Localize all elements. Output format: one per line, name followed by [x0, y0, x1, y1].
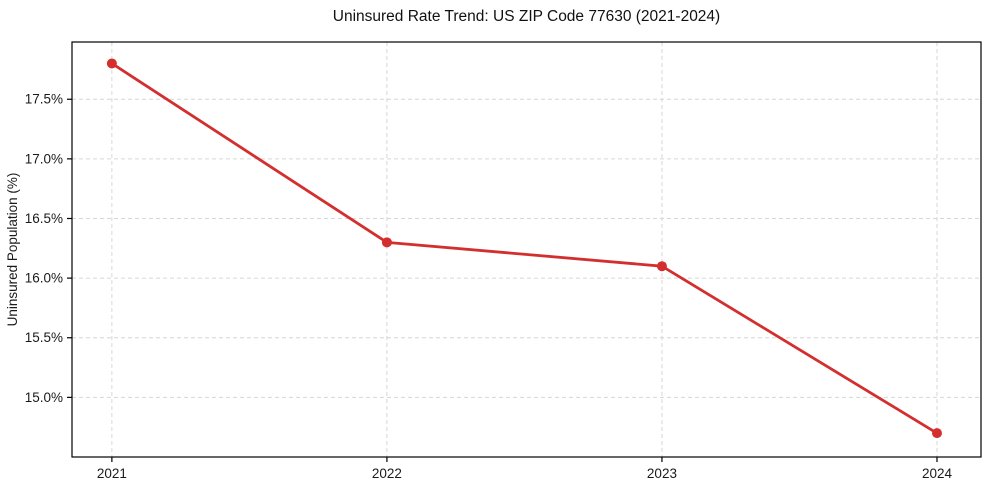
y-tick-label: 15.5% [25, 330, 63, 345]
x-tick-label: 2021 [97, 466, 127, 481]
y-axis-label: Uninsured Population (%) [5, 173, 20, 327]
x-tick-label: 2023 [647, 466, 677, 481]
x-tick-label: 2024 [922, 466, 953, 481]
y-tick-label: 16.5% [25, 211, 63, 226]
plot-area: 2021 2022 2023 2024 15.0% 15.5% 16.0% 16.5% 17.0… [25, 41, 982, 481]
y-tick-label: 15.0% [25, 390, 63, 405]
y-tick-label: 17.0% [25, 151, 63, 166]
data-point-marker [381, 237, 392, 248]
data-point-marker [106, 58, 117, 69]
data-point-marker [656, 261, 667, 272]
trend-line [110, 62, 939, 435]
y-tick-label: 17.5% [25, 92, 63, 107]
chart-title: Uninsured Rate Trend: US ZIP Code 77630 … [333, 8, 720, 25]
plot-border [71, 41, 982, 458]
y-tick-label: 16.0% [25, 271, 63, 286]
x-tick-label: 2022 [372, 466, 402, 481]
data-point-marker [931, 428, 942, 439]
